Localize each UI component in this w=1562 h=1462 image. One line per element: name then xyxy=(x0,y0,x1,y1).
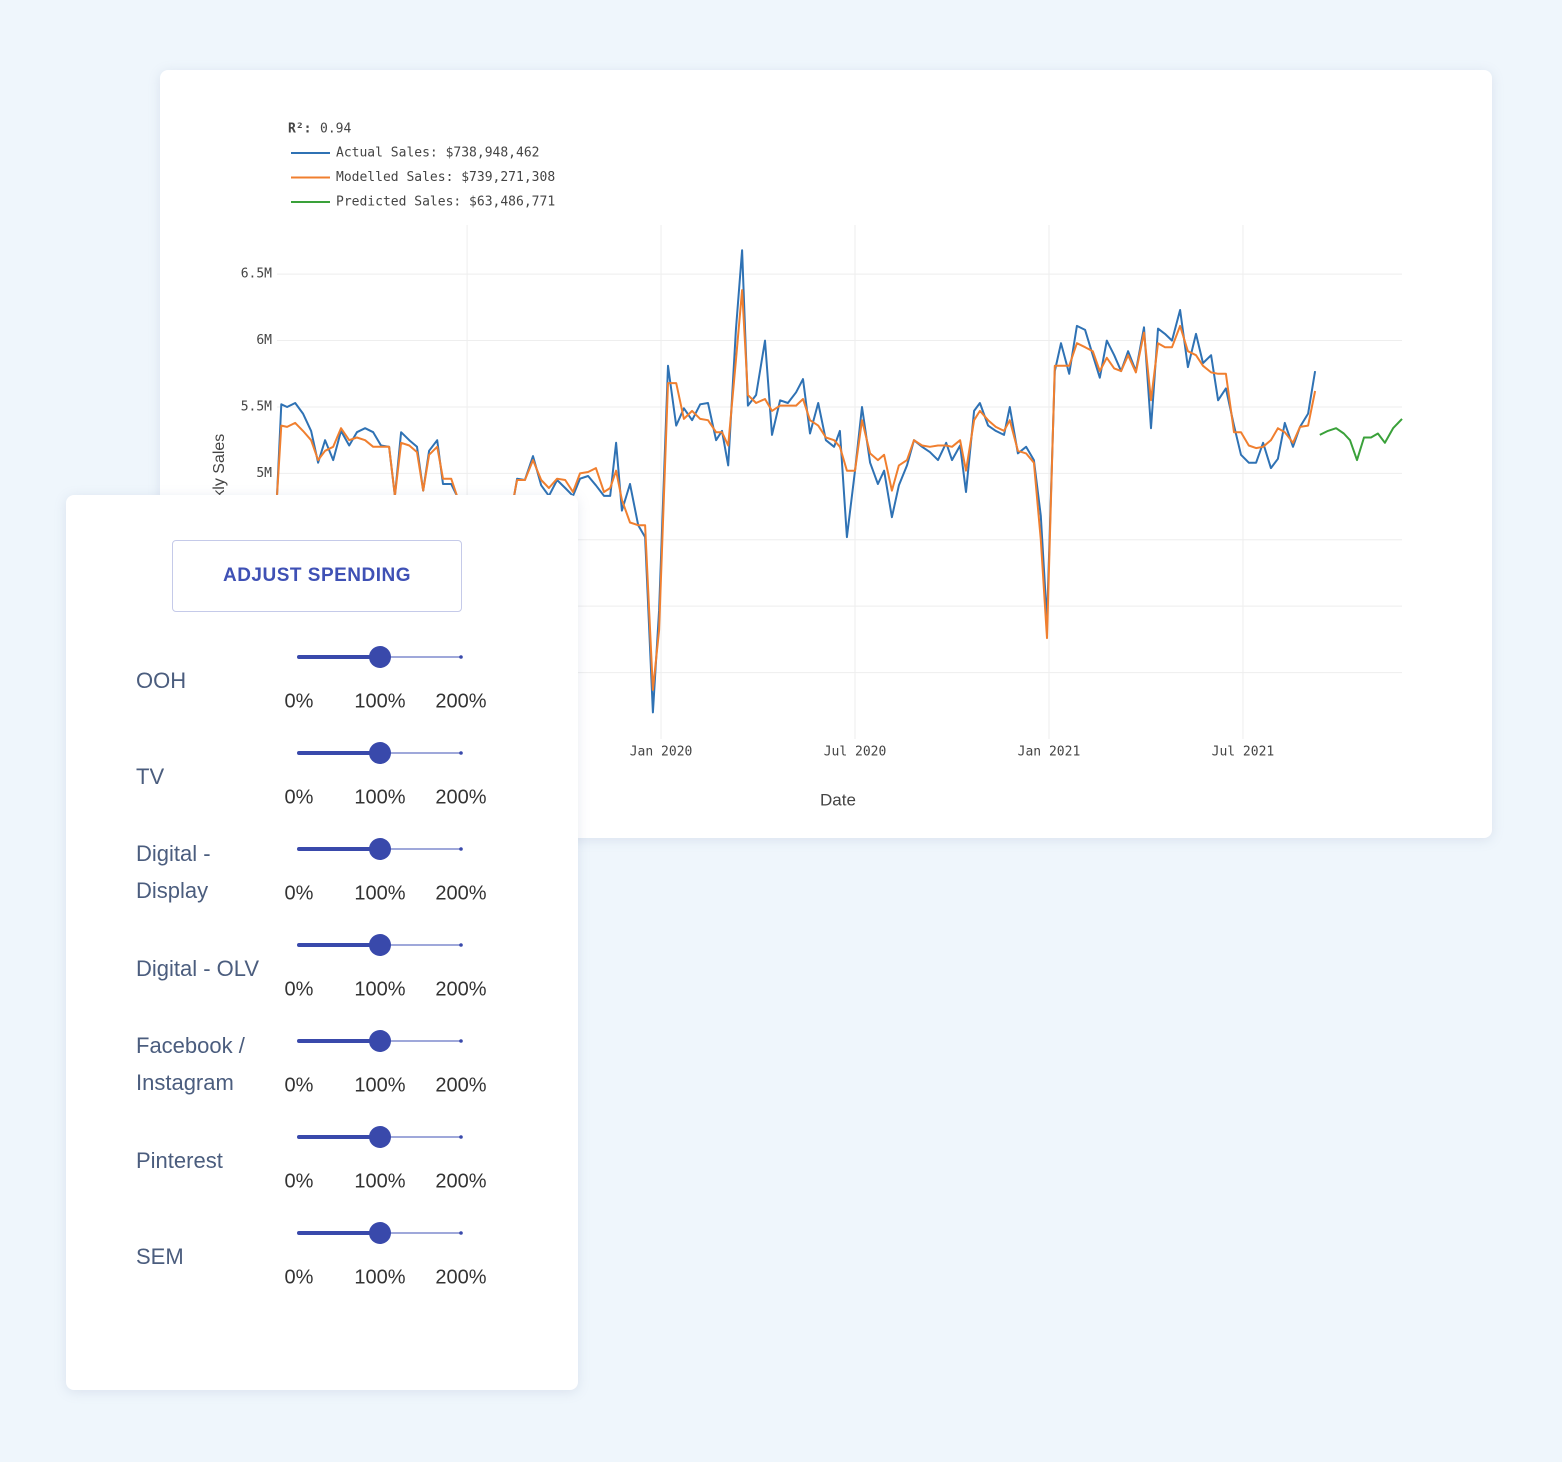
slider-tick-label: 100% xyxy=(354,690,405,712)
slider-track-end xyxy=(459,655,463,659)
slider-tick-label: 200% xyxy=(435,1074,486,1096)
slider-tick-label: 0% xyxy=(285,786,314,808)
slider-label: Pinterest xyxy=(136,1147,223,1173)
y-tick-label: 6M xyxy=(256,333,272,348)
slider-tick-label: 200% xyxy=(435,690,486,712)
slider-tick-label: 0% xyxy=(285,1266,314,1288)
spending-panel xyxy=(66,495,578,1390)
slider-tick-label: 0% xyxy=(285,1074,314,1096)
slider-tick-label: 100% xyxy=(354,1170,405,1192)
x-tick-label: Jan 2021 xyxy=(1018,745,1081,760)
slider-track-end xyxy=(459,1231,463,1235)
slider-tick-label: 0% xyxy=(285,882,314,904)
slider-tick-label: 200% xyxy=(435,1170,486,1192)
slider-knob[interactable] xyxy=(369,934,391,956)
slider-knob[interactable] xyxy=(369,1222,391,1244)
slider-track-end xyxy=(459,1135,463,1139)
x-tick-label: Jul 2020 xyxy=(824,745,887,760)
x-tick-label: Jul 2021 xyxy=(1212,745,1275,760)
slider-tick-label: 100% xyxy=(354,786,405,808)
slider-knob[interactable] xyxy=(369,742,391,764)
slider-tick-label: 200% xyxy=(435,786,486,808)
slider-label: Digital - OLV xyxy=(136,955,260,981)
slider-track-end xyxy=(459,943,463,947)
slider-track-end xyxy=(459,847,463,851)
slider-tick-label: 200% xyxy=(435,978,486,1000)
slider-label: Facebook / Instagram xyxy=(136,1033,245,1095)
x-axis-title: Date xyxy=(820,790,856,809)
slider-label: OOH xyxy=(136,667,187,693)
y-tick-label: 5.5M xyxy=(241,399,272,414)
slider-knob[interactable] xyxy=(369,1126,391,1148)
slider-tick-label: 200% xyxy=(435,1266,486,1288)
slider-tick-label: 0% xyxy=(285,978,314,1000)
slider-tick-label: 100% xyxy=(354,882,405,904)
slider-tick-label: 100% xyxy=(354,1074,405,1096)
slider-tick-label: 0% xyxy=(285,1170,314,1192)
series-line xyxy=(276,289,1317,691)
slider-tick-label: 100% xyxy=(354,1266,405,1288)
legend-label: Actual Sales: $738,948,462 xyxy=(336,146,540,161)
y-tick-label: 6.5M xyxy=(241,267,272,282)
slider-label: TV xyxy=(136,763,165,789)
slider-knob[interactable] xyxy=(369,838,391,860)
slider-label: Digital - Display xyxy=(136,841,211,903)
slider-track-end xyxy=(459,1039,463,1043)
slider-label: SEM xyxy=(136,1243,184,1269)
r-squared-label: R²: xyxy=(288,122,311,137)
slider-knob[interactable] xyxy=(369,646,391,668)
legend-label: Modelled Sales: $739,271,308 xyxy=(336,170,555,185)
y-tick-label: 5M xyxy=(256,466,272,481)
x-tick-label: Jan 2020 xyxy=(630,745,693,760)
slider-tick-label: 100% xyxy=(354,978,405,1000)
slider-tick-label: 0% xyxy=(285,690,314,712)
slider-track-end xyxy=(459,751,463,755)
slider-tick-label: 200% xyxy=(435,882,486,904)
series-line xyxy=(1319,418,1403,462)
slider-knob[interactable] xyxy=(369,1030,391,1052)
legend-label: Predicted Sales: $63,486,771 xyxy=(336,195,555,210)
adjust-spending-button[interactable]: ADJUST SPENDING xyxy=(172,540,462,612)
r-squared: 0.94 xyxy=(320,122,351,137)
